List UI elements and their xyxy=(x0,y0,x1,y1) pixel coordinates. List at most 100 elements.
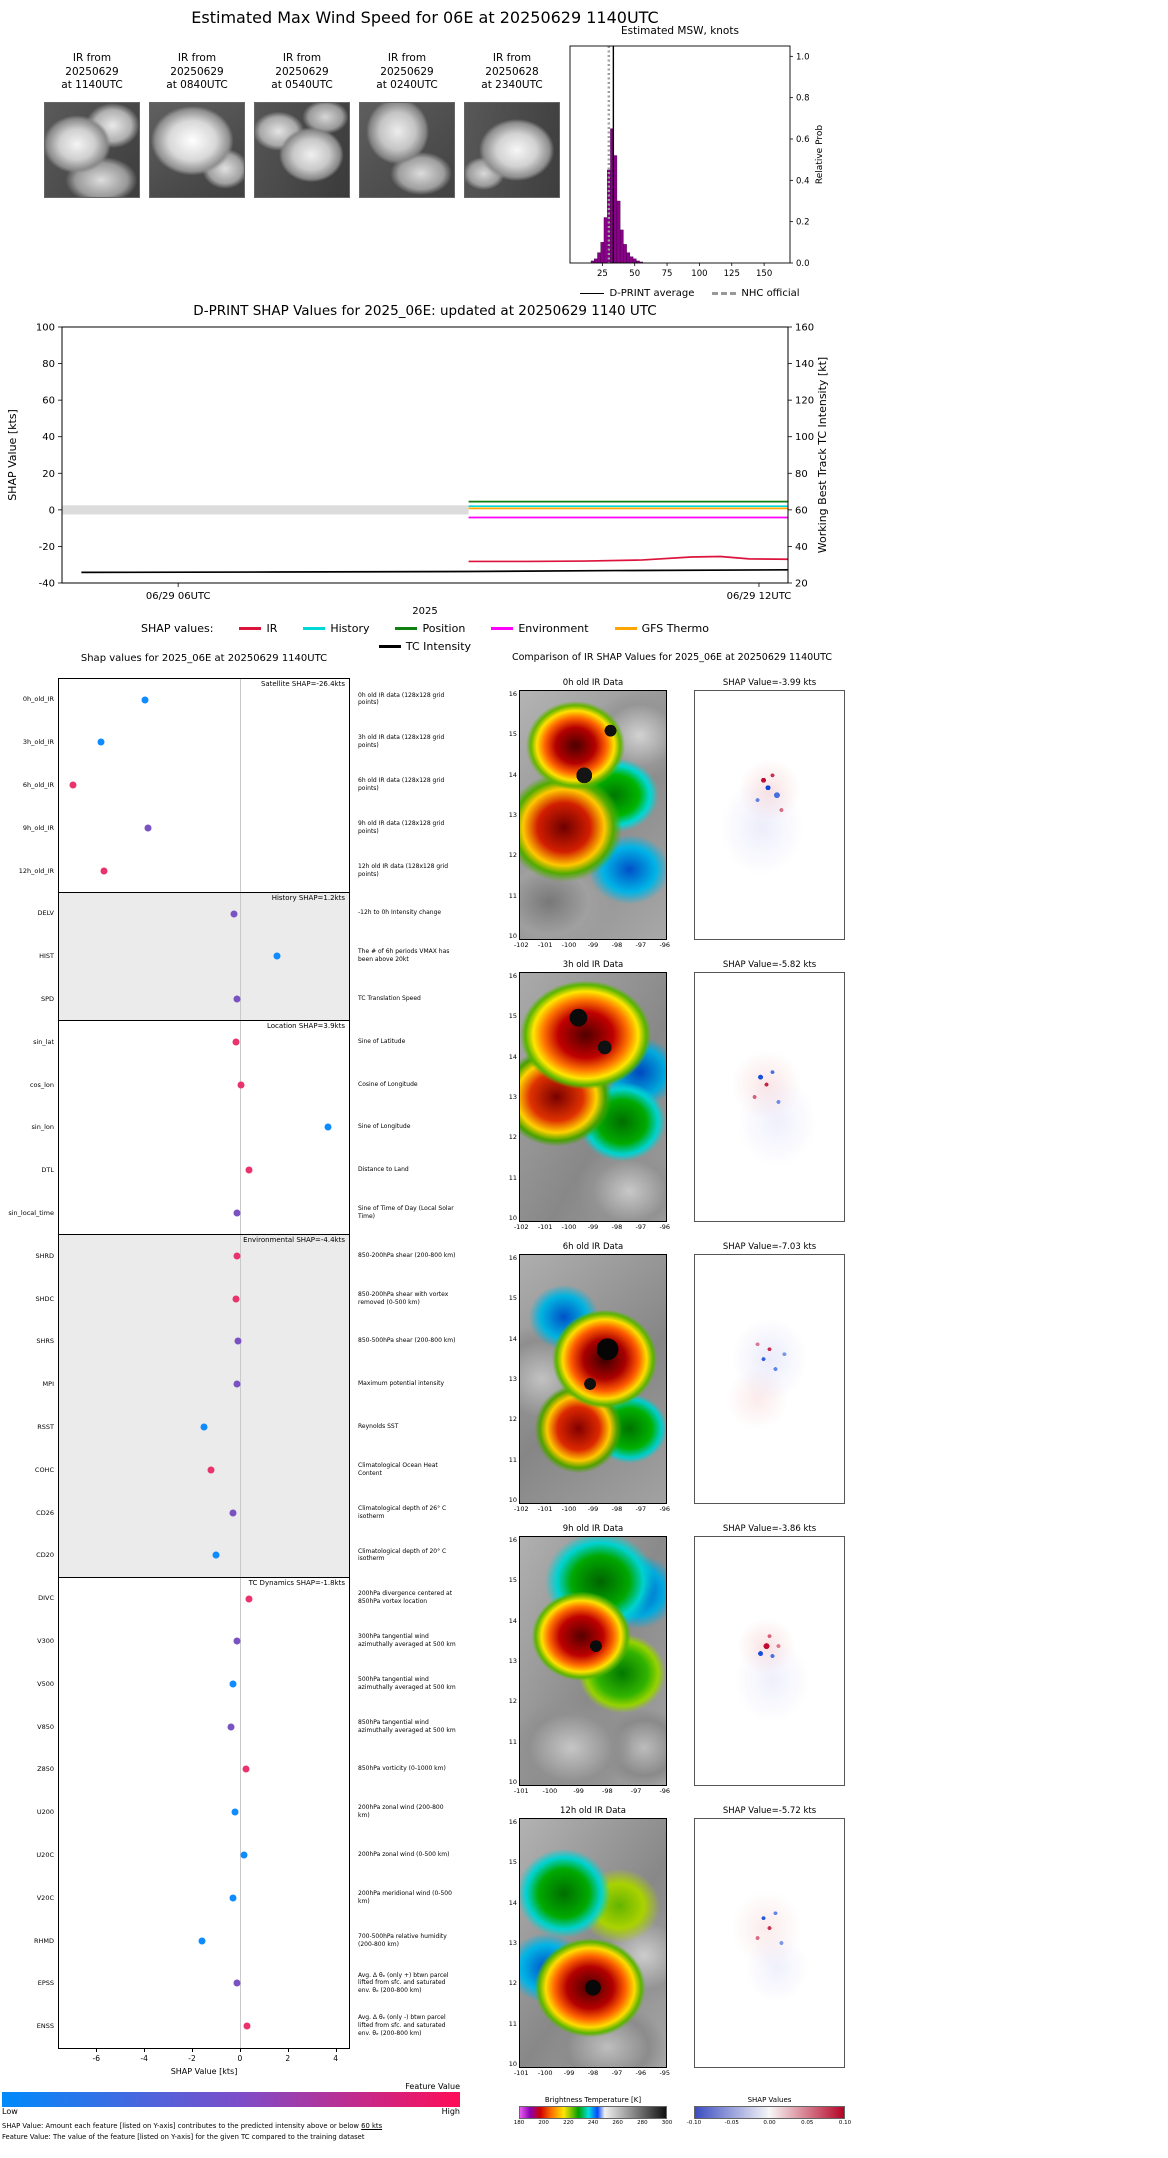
ir-thumbnail: IR from 20250629 at 1140UTC xyxy=(44,52,140,198)
bt-tick-label: 280 xyxy=(637,2120,648,2126)
histogram-y-tick: 0.6 xyxy=(796,135,810,145)
feature-label: COHC xyxy=(34,1465,54,1474)
brightness-temperature-colorbar: Brightness Temperature [K] 180 200 220 240 2… xyxy=(514,2096,673,2129)
comparison-row: 6h old IR Data 16 15 14 13 12 11 10 -102 -101 -100… xyxy=(492,1242,872,1522)
x-tick-mark xyxy=(144,2048,146,2052)
thumbnail-label-line: 20250629 xyxy=(65,65,119,78)
feature-label: V20C xyxy=(36,1893,54,1902)
y-tick-label: 11 xyxy=(508,1455,517,1464)
x-tick-label: -99 xyxy=(573,1787,584,1795)
feature-label: sin_lat xyxy=(33,1037,54,1046)
histogram-y-tick: 0.2 xyxy=(796,218,810,228)
histogram-x-tick: 125 xyxy=(724,269,740,279)
timeseries-right-ylabel: Working Best Track TC Intensity [kt] xyxy=(816,357,829,553)
feature-description: 12h old IR data (128x128 grid points) xyxy=(358,862,449,878)
feature-label: 3h_old_IR xyxy=(22,738,54,747)
ir-map-image xyxy=(519,1254,667,1504)
x-tick-mark xyxy=(96,2048,98,2052)
shap-map-title: SHAP Value=-7.03 kts xyxy=(722,1242,817,1252)
feature-description: Avg. Δ θₑ (only -) btwn parcel lifted fr… xyxy=(358,2014,446,2037)
y-tick-label: 16 xyxy=(508,689,517,698)
y-tick-label: 14 xyxy=(508,770,517,779)
feature-description: 200hPa divergence centered at 850hPa vor… xyxy=(358,1590,453,1606)
ir-thumbnail: IR from 20250629 at 0840UTC xyxy=(149,52,245,198)
histogram-bar xyxy=(632,258,637,264)
left-y-tick: 40 xyxy=(42,432,55,443)
line-swatch xyxy=(239,627,262,630)
beeswarm-cell xyxy=(58,1876,350,1920)
beeswarm-cell xyxy=(58,720,350,764)
legend-item-d-print-average: D-PRINT average xyxy=(580,288,694,299)
ir-thumbnail: IR from 20250629 at 0540UTC xyxy=(254,52,350,198)
x-tick-label: -101 xyxy=(537,941,553,949)
y-tick-label: 12 xyxy=(508,1133,517,1142)
x-tick-label: -97 xyxy=(635,941,647,949)
bt-colorbar-gradient xyxy=(519,2106,667,2119)
y-tick-label: 15 xyxy=(508,1012,517,1021)
feature-description: 0h old IR data (128x128 grid points) xyxy=(358,691,445,707)
feature-label: MPI xyxy=(42,1380,54,1389)
timeseries-title: D-PRINT SHAP Values for 2025_06E: update… xyxy=(193,303,657,319)
legend-prefix: SHAP values: xyxy=(141,622,214,635)
y-tick-label: 15 xyxy=(508,1576,517,1585)
shap-map-image xyxy=(694,690,845,940)
series-line-tc-intensity xyxy=(81,568,789,574)
x-tick-label: 06/29 06UTC xyxy=(146,591,211,602)
left-y-tick: -20 xyxy=(39,542,55,553)
right-y-tick: 80 xyxy=(795,469,808,480)
x-tick-label: -102 xyxy=(513,941,529,949)
y-tick-label: 10 xyxy=(508,2060,517,2069)
ir-panel: 6h old IR Data 16 15 14 13 12 11 10 -102 -101 -100… xyxy=(509,1242,670,1515)
feature-label: SHRS xyxy=(36,1337,54,1346)
ir-map-x-axis: -102 -101 -100 -99 -98 -97 -96 xyxy=(514,940,670,951)
x-tick-label: -101 xyxy=(513,2069,529,2077)
y-tick-label: 13 xyxy=(508,811,517,819)
beeswarm-cell: Location SHAP=3.9kts xyxy=(58,1020,350,1064)
thumbnail-label-line: 20250629 xyxy=(275,65,329,78)
y-tick-label: 15 xyxy=(508,1294,517,1303)
shap-tick-label: 0.05 xyxy=(801,2120,814,2126)
shap-tick-label: 0.10 xyxy=(838,2120,852,2126)
feature-dot xyxy=(232,1038,240,1046)
feature-description: Cosine of Longitude xyxy=(358,1080,418,1088)
right-y-tick: 100 xyxy=(795,432,814,443)
comparison-row: 3h old IR Data 16 15 14 13 12 11 10 -102 -101 -100… xyxy=(492,960,872,1240)
x-tick-label: -97 xyxy=(635,1223,647,1231)
ir-map-wrap: 16 15 14 13 12 11 10 xyxy=(509,690,667,940)
shap-panel: SHAP Value=-5.82 kts xyxy=(694,960,845,1222)
beeswarm-cell xyxy=(58,2004,350,2048)
feature-description: TC Translation Speed xyxy=(358,995,421,1003)
feature-dot xyxy=(245,1595,253,1603)
ir-map-image xyxy=(519,1818,667,2068)
beeswarm-cell xyxy=(58,934,350,978)
thumbnail-label: IR from 20250629 at 1140UTC xyxy=(44,52,140,96)
legend-label: NHC official xyxy=(741,288,800,299)
beeswarm-title: Shap values for 2025_06E at 20250629 114… xyxy=(80,653,328,664)
ir-map-title: 9h old IR Data xyxy=(562,1524,624,1534)
beeswarm-cell xyxy=(58,1662,350,1706)
feature-label: RHMD xyxy=(33,1936,54,1945)
right-y-tick: 120 xyxy=(795,396,814,407)
shap-panel: SHAP Value=-3.86 kts xyxy=(694,1524,845,1786)
histogram-y-tick: 1.0 xyxy=(796,52,810,62)
ir-shap-comparison-panel: Comparison of IR SHAP Values for 2025_06… xyxy=(492,652,872,2152)
histogram-ylabel: Relative Prob xyxy=(815,125,825,184)
feature-dot xyxy=(144,824,152,832)
right-y-tick: 160 xyxy=(795,323,814,334)
comparison-title: Comparison of IR SHAP Values for 2025_06… xyxy=(511,652,833,663)
feature-dot xyxy=(242,1765,250,1773)
feature-label: DIVC xyxy=(38,1594,54,1603)
solid-line-swatch xyxy=(580,293,605,294)
shap-tick-label: -0.10 xyxy=(686,2120,702,2126)
beeswarm-cell: Satellite SHAP=-26.4kts xyxy=(58,678,350,721)
legend-item-environment: Environment xyxy=(491,622,589,635)
feature-label: DELV xyxy=(37,909,54,918)
shap-colorbar-gradient xyxy=(694,2106,845,2119)
feature-label: HIST xyxy=(39,952,54,961)
x-tick-mark xyxy=(239,2048,241,2052)
y-tick-label: 12 xyxy=(508,1979,517,1988)
legend-row-shap-values: SHAP values: IR History Position Environment… xyxy=(0,622,850,635)
ir-map-x-axis: -102 -101 -100 -99 -98 -97 -96 xyxy=(514,1504,670,1515)
shap-panel: SHAP Value=-3.99 kts xyxy=(694,678,845,940)
